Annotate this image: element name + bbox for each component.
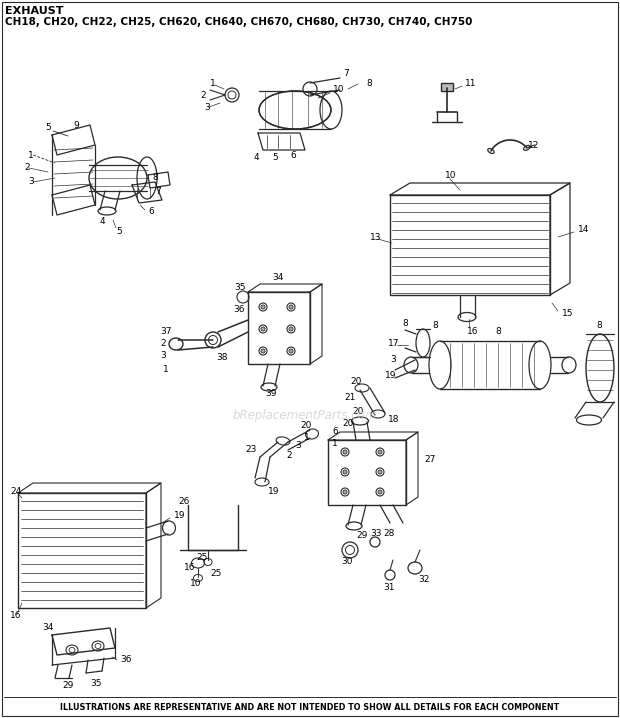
Ellipse shape <box>343 490 347 494</box>
Text: 10: 10 <box>445 170 456 180</box>
Text: 32: 32 <box>418 576 430 584</box>
Text: 39: 39 <box>265 389 277 398</box>
Text: 29: 29 <box>62 681 73 689</box>
Text: 3: 3 <box>204 103 210 113</box>
Text: EXHAUST: EXHAUST <box>5 6 63 16</box>
Text: 6: 6 <box>148 208 154 217</box>
Text: 2: 2 <box>160 340 166 348</box>
Ellipse shape <box>343 450 347 454</box>
Text: 29: 29 <box>356 531 368 539</box>
Text: 3: 3 <box>160 352 166 360</box>
Text: 5: 5 <box>116 228 122 236</box>
Bar <box>18 493 146 608</box>
Text: 10: 10 <box>190 579 202 587</box>
Text: 24: 24 <box>10 487 21 495</box>
Ellipse shape <box>289 349 293 353</box>
Text: 37: 37 <box>160 327 172 337</box>
Ellipse shape <box>343 470 347 474</box>
Ellipse shape <box>378 470 382 474</box>
Text: 3: 3 <box>295 441 301 449</box>
Text: 3: 3 <box>390 355 396 365</box>
Ellipse shape <box>261 305 265 309</box>
Bar <box>328 440 406 505</box>
Text: 8: 8 <box>366 78 372 88</box>
Text: bReplacementParts.com: bReplacementParts.com <box>232 409 377 421</box>
Text: 33: 33 <box>370 529 381 538</box>
Text: 28: 28 <box>383 528 394 538</box>
Bar <box>248 292 310 364</box>
Text: 21: 21 <box>344 393 355 403</box>
Text: 8: 8 <box>152 174 157 182</box>
Text: 34: 34 <box>272 273 283 281</box>
Text: 19: 19 <box>174 510 185 520</box>
Ellipse shape <box>378 450 382 454</box>
Text: 6: 6 <box>290 151 296 159</box>
Ellipse shape <box>261 349 265 353</box>
Text: 31: 31 <box>383 584 394 592</box>
Text: 1: 1 <box>304 434 310 442</box>
Text: 23: 23 <box>245 445 257 454</box>
Text: 7: 7 <box>343 68 348 78</box>
Text: 2: 2 <box>286 450 291 460</box>
Text: 35: 35 <box>90 679 102 688</box>
Text: 27: 27 <box>424 455 435 465</box>
Text: 4: 4 <box>254 154 260 162</box>
Text: 6: 6 <box>332 427 338 437</box>
Text: 16: 16 <box>467 327 479 335</box>
Text: 18: 18 <box>388 416 399 424</box>
Bar <box>441 83 453 91</box>
Text: 19: 19 <box>268 488 280 497</box>
Text: CH18, CH20, CH22, CH25, CH620, CH640, CH670, CH680, CH730, CH740, CH750: CH18, CH20, CH22, CH25, CH620, CH640, CH… <box>5 17 472 27</box>
Ellipse shape <box>261 327 265 331</box>
Text: 13: 13 <box>370 233 381 241</box>
Ellipse shape <box>378 490 382 494</box>
Text: 26: 26 <box>178 497 189 505</box>
Text: 9: 9 <box>73 121 79 131</box>
Text: 5: 5 <box>45 123 51 133</box>
Text: 4: 4 <box>100 218 105 226</box>
Text: 36: 36 <box>233 305 244 314</box>
Text: 3: 3 <box>28 177 33 187</box>
Text: 30: 30 <box>341 557 353 567</box>
Text: 15: 15 <box>562 309 574 317</box>
Text: 16: 16 <box>184 562 195 572</box>
Text: 35: 35 <box>234 282 246 292</box>
Text: 8: 8 <box>402 319 408 327</box>
Text: 10: 10 <box>333 85 345 95</box>
Text: 1: 1 <box>163 365 169 373</box>
Text: 19: 19 <box>385 370 397 380</box>
Bar <box>390 195 550 295</box>
Text: 20: 20 <box>352 408 363 416</box>
Text: 20: 20 <box>300 421 311 429</box>
Text: 25: 25 <box>196 552 207 561</box>
Text: 2: 2 <box>24 164 30 172</box>
Text: 1: 1 <box>210 78 216 88</box>
Text: 12: 12 <box>528 141 539 149</box>
Text: 7: 7 <box>155 187 161 197</box>
Text: 5: 5 <box>272 154 278 162</box>
Text: 1: 1 <box>332 439 338 449</box>
Text: 20: 20 <box>350 378 361 386</box>
Text: ILLUSTRATIONS ARE REPRESENTATIVE AND ARE NOT INTENDED TO SHOW ALL DETAILS FOR EA: ILLUSTRATIONS ARE REPRESENTATIVE AND ARE… <box>60 702 560 712</box>
Text: 34: 34 <box>42 623 53 632</box>
Text: 25: 25 <box>210 569 221 577</box>
Text: 2: 2 <box>200 90 206 100</box>
Text: 8: 8 <box>596 322 602 330</box>
Text: 1: 1 <box>28 151 33 159</box>
Ellipse shape <box>289 327 293 331</box>
Text: 8: 8 <box>495 327 501 335</box>
Text: 16: 16 <box>10 612 22 620</box>
Text: 8: 8 <box>432 320 438 330</box>
Text: 11: 11 <box>465 78 477 88</box>
Text: 36: 36 <box>120 656 131 664</box>
Ellipse shape <box>289 305 293 309</box>
Text: 14: 14 <box>578 225 590 235</box>
Text: 20: 20 <box>342 419 353 429</box>
Text: 17: 17 <box>388 340 399 348</box>
Text: 38: 38 <box>216 353 228 361</box>
